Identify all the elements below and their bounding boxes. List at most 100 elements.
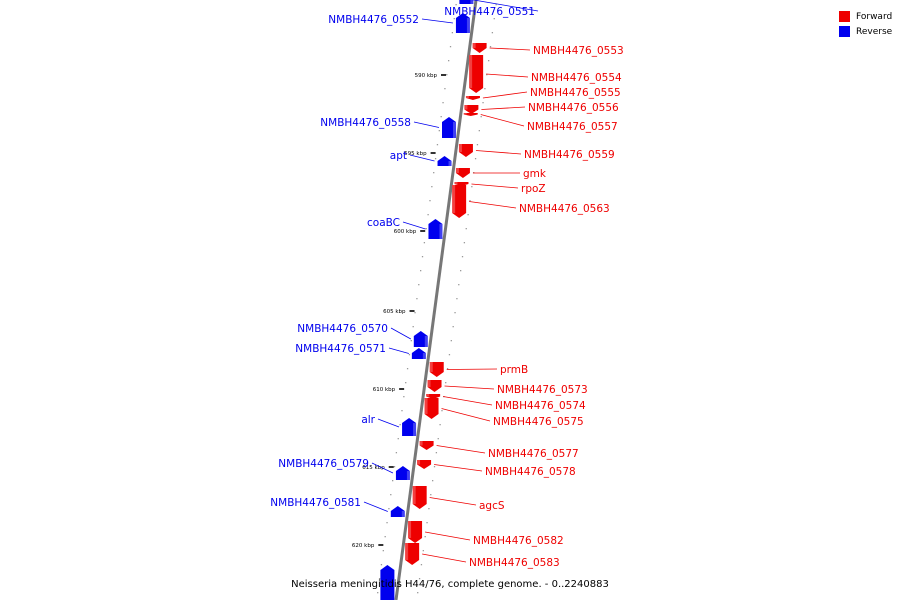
gene-nmbh4476_0570[interactable]: NMBH4476_0570 xyxy=(297,323,428,347)
gene-nmbh4476_0574[interactable]: NMBH4476_0574 xyxy=(426,394,586,412)
gene-label[interactable]: NMBH4476_0551 xyxy=(444,6,535,18)
gene-nmbh4476_0555[interactable]: NMBH4476_0555 xyxy=(465,87,621,100)
reverse-gene-arrow[interactable] xyxy=(395,466,410,480)
forward-gene-arrow[interactable] xyxy=(469,55,484,93)
guide-dot xyxy=(416,298,418,300)
forward-gene-arrow[interactable] xyxy=(464,105,479,114)
gene-label[interactable]: NMBH4476_0559 xyxy=(524,149,615,161)
gene-nmbh4476_0558[interactable]: NMBH4476_0558 xyxy=(320,117,456,138)
gene-label[interactable]: alr xyxy=(361,414,375,426)
gene-nmbh4476_0575[interactable]: NMBH4476_0575 xyxy=(424,398,584,428)
guide-dot xyxy=(397,438,399,440)
reverse-gene-arrow[interactable] xyxy=(442,117,456,138)
gene-label[interactable]: NMBH4476_0575 xyxy=(493,416,584,428)
gene-nmbh4476_0553[interactable]: NMBH4476_0553 xyxy=(472,43,624,57)
gene-prmb[interactable]: prmB xyxy=(429,362,529,377)
label-leader-line xyxy=(390,327,411,340)
gene-label[interactable]: NMBH4476_0552 xyxy=(328,14,419,26)
gene-label[interactable]: coaBC xyxy=(367,217,400,229)
gene-nmbh4476_0552[interactable]: NMBH4476_0552 xyxy=(328,13,470,33)
gene-gmk[interactable]: gmk xyxy=(455,168,547,180)
gene-nmbh4476_0582[interactable]: NMBH4476_0582 xyxy=(408,521,564,547)
forward-gene-arrow[interactable] xyxy=(408,521,423,543)
forward-gene-arrow[interactable] xyxy=(463,113,478,116)
gene-nmbh4476_0571[interactable]: NMBH4476_0571 xyxy=(295,343,426,359)
gene-nmbh4476_0579[interactable]: NMBH4476_0579 xyxy=(278,458,410,480)
gene-label[interactable]: gmk xyxy=(523,168,547,180)
gene-label[interactable]: NMBH4476_0555 xyxy=(530,87,621,99)
reverse-gene-arrow[interactable] xyxy=(437,156,452,166)
forward-gene-arrow[interactable] xyxy=(417,460,432,469)
gene-label[interactable]: NMBH4476_0556 xyxy=(528,102,619,114)
guide-dot xyxy=(403,396,405,398)
gene-nmbh4476_0573[interactable]: NMBH4476_0573 xyxy=(427,380,588,396)
genome-backbone xyxy=(394,0,478,600)
gene-label[interactable]: NMBH4476_0554 xyxy=(531,72,622,84)
gene-nmbh4476_0554[interactable]: NMBH4476_0554 xyxy=(469,55,622,93)
guide-dot xyxy=(378,578,381,580)
gene-nmbh4476_0559[interactable]: NMBH4476_0559 xyxy=(458,144,615,161)
gene-nmbh4476_0551[interactable]: NMBH4476_0551 xyxy=(444,0,539,18)
gene-label[interactable]: rpoZ xyxy=(521,183,546,195)
forward-gene-arrow[interactable] xyxy=(412,486,427,509)
guide-dot xyxy=(412,326,414,328)
forward-gene-arrow[interactable] xyxy=(424,398,439,419)
gene-label[interactable]: NMBH4476_0558 xyxy=(320,117,411,129)
guide-dot xyxy=(433,172,435,174)
reverse-gene-arrow[interactable] xyxy=(390,506,405,517)
reverse-gene-arrow[interactable] xyxy=(380,565,395,600)
gene-label[interactable]: NMBH4476_0563 xyxy=(519,203,610,215)
forward-gene-arrow[interactable] xyxy=(455,168,470,178)
gene-label[interactable]: agcS xyxy=(479,500,505,512)
gene-label[interactable]: NMBH4476_0557 xyxy=(527,121,618,133)
gene-label[interactable]: NMBH4476_0573 xyxy=(497,384,588,396)
reverse-gene-arrow[interactable] xyxy=(459,0,474,4)
forward-gene-arrow[interactable] xyxy=(472,43,487,53)
gene-agcs[interactable]: agcS xyxy=(412,486,505,512)
tick-label: 610 kbp xyxy=(373,387,396,393)
reverse-gene-arrow[interactable] xyxy=(455,13,470,33)
guide-dot xyxy=(480,116,482,118)
gene-nmbh4476_0557[interactable]: NMBH4476_0557 xyxy=(463,113,618,133)
gene-apt[interactable]: apt xyxy=(390,150,452,166)
gene-nmbh4476_0577[interactable]: NMBH4476_0577 xyxy=(419,441,579,460)
legend-label-reverse: Reverse xyxy=(856,26,893,37)
gene-label[interactable]: NMBH4476_0581 xyxy=(270,497,361,509)
forward-gene-arrow[interactable] xyxy=(465,96,480,100)
label-leader-line xyxy=(480,114,525,127)
forward-gene-arrow[interactable] xyxy=(427,380,442,392)
gene-alr[interactable]: alr xyxy=(361,414,417,436)
gene-label[interactable]: NMBH4476_0579 xyxy=(278,458,369,470)
reverse-gene-arrow[interactable] xyxy=(402,418,417,436)
gene-label[interactable]: NMBH4476_0578 xyxy=(485,466,576,478)
forward-gene-arrow[interactable] xyxy=(405,543,420,565)
gene-nmbh4476_0563[interactable]: NMBH4476_0563 xyxy=(452,185,610,218)
forward-gene-arrow[interactable] xyxy=(419,441,434,450)
gene-label[interactable]: NMBH4476_0571 xyxy=(295,343,386,355)
gene-nmbh4476_0581[interactable]: NMBH4476_0581 xyxy=(270,497,405,517)
forward-gene-arrow[interactable] xyxy=(426,394,441,399)
gene-partial-bottom[interactable] xyxy=(380,565,395,600)
tick-label: 605 kbp xyxy=(383,309,406,315)
forward-gene-arrow[interactable] xyxy=(452,185,467,218)
gene-coabc[interactable]: coaBC xyxy=(367,217,443,239)
gene-nmbh4476_0556[interactable]: NMBH4476_0556 xyxy=(464,102,619,114)
gene-label[interactable]: NMBH4476_0583 xyxy=(469,557,560,569)
reverse-gene-arrow[interactable] xyxy=(413,331,428,347)
gene-rpoz[interactable]: rpoZ xyxy=(454,182,546,195)
gene-label[interactable]: NMBH4476_0553 xyxy=(533,45,624,57)
gene-nmbh4476_0578[interactable]: NMBH4476_0578 xyxy=(417,460,576,478)
gene-label[interactable]: apt xyxy=(390,150,407,162)
gene-label[interactable]: prmB xyxy=(500,364,528,376)
gene-label[interactable]: NMBH4476_0574 xyxy=(495,400,586,412)
gene-nmbh4476_0583[interactable]: NMBH4476_0583 xyxy=(405,543,560,569)
gene-label[interactable]: NMBH4476_0570 xyxy=(297,323,388,335)
reverse-gene-arrow[interactable] xyxy=(411,348,426,359)
guide-dot xyxy=(430,494,432,496)
forward-gene-arrow[interactable] xyxy=(429,362,444,377)
reverse-gene-arrow[interactable] xyxy=(428,219,443,239)
forward-gene-arrow[interactable] xyxy=(458,144,473,157)
gene-label[interactable]: NMBH4476_0577 xyxy=(488,448,579,460)
gene-label[interactable]: NMBH4476_0582 xyxy=(473,535,564,547)
guide-dot xyxy=(486,74,488,76)
